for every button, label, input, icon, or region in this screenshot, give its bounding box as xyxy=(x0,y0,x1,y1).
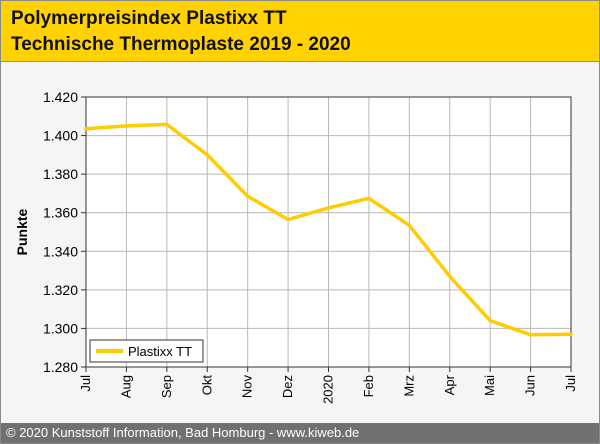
data-point xyxy=(327,206,330,210)
x-tick-label: Jun xyxy=(523,375,538,396)
data-point xyxy=(246,194,250,198)
data-point xyxy=(124,124,128,128)
data-point xyxy=(488,319,492,323)
x-axis: Jul Aug Sep Okt Nov Dez 2020 Feb Mrz Apr Mai Jun Jul xyxy=(78,367,578,404)
y-tick-label: 1.420 xyxy=(43,89,78,105)
footer-bar: © 2020 Kunststoff Information, Bad Hombu… xyxy=(1,423,599,443)
y-axis: 1.280 1.300 1.320 1.340 1.360 1.380 1.400 1.420 xyxy=(43,89,86,375)
y-tick-label: 1.320 xyxy=(43,282,78,298)
x-tick-label: Apr xyxy=(442,374,457,395)
x-tick-label: Feb xyxy=(361,375,376,397)
data-point xyxy=(569,332,573,336)
y-tick-label: 1.300 xyxy=(43,320,78,336)
legend-box xyxy=(89,339,204,363)
x-tick-label: Mai xyxy=(482,375,497,396)
data-point xyxy=(367,196,371,200)
y-tick-label: 1.280 xyxy=(43,359,78,375)
x-tick-label: Nov xyxy=(240,375,255,399)
x-tick-label: Aug xyxy=(118,375,133,398)
y-axis-label: Punkte xyxy=(14,208,30,255)
line-chart: 1.280 1.300 1.320 1.340 1.360 1.380 1.400 1.420… xyxy=(14,89,578,404)
y-tick-label: 1.400 xyxy=(43,128,78,144)
y-tick-label: 1.340 xyxy=(43,243,78,259)
page-subtitle: Technische Thermoplaste 2019 - 2020 xyxy=(11,34,351,55)
data-point xyxy=(286,217,290,221)
data-point xyxy=(448,274,452,278)
data-point xyxy=(165,122,169,126)
x-tick-label: Jul xyxy=(563,375,578,392)
data-point xyxy=(205,153,209,157)
data-point xyxy=(84,127,88,131)
x-tick-label: Mrz xyxy=(401,375,416,397)
y-tick-label: 1.380 xyxy=(43,166,78,182)
data-point xyxy=(529,333,533,337)
title-banner: Polymerpreisindex Plastixx TT Technische… xyxy=(1,1,599,62)
legend: Plastixx TT xyxy=(89,339,204,363)
data-point xyxy=(407,223,411,227)
copyright-text: © 2020 Kunststoff Information, Bad Hombu… xyxy=(6,425,360,440)
x-tick-label: Dez xyxy=(280,375,295,398)
page-title: Polymerpreisindex Plastixx TT xyxy=(11,8,287,29)
x-tick-label: Jul xyxy=(78,375,93,392)
y-tick-label: 1.360 xyxy=(43,205,78,221)
x-tick-label: Okt xyxy=(199,375,214,396)
x-tick-label: Sep xyxy=(159,375,174,398)
legend-label: Plastixx TT xyxy=(128,344,192,359)
series-layer xyxy=(84,122,573,337)
x-tick-label: 2020 xyxy=(321,375,336,404)
